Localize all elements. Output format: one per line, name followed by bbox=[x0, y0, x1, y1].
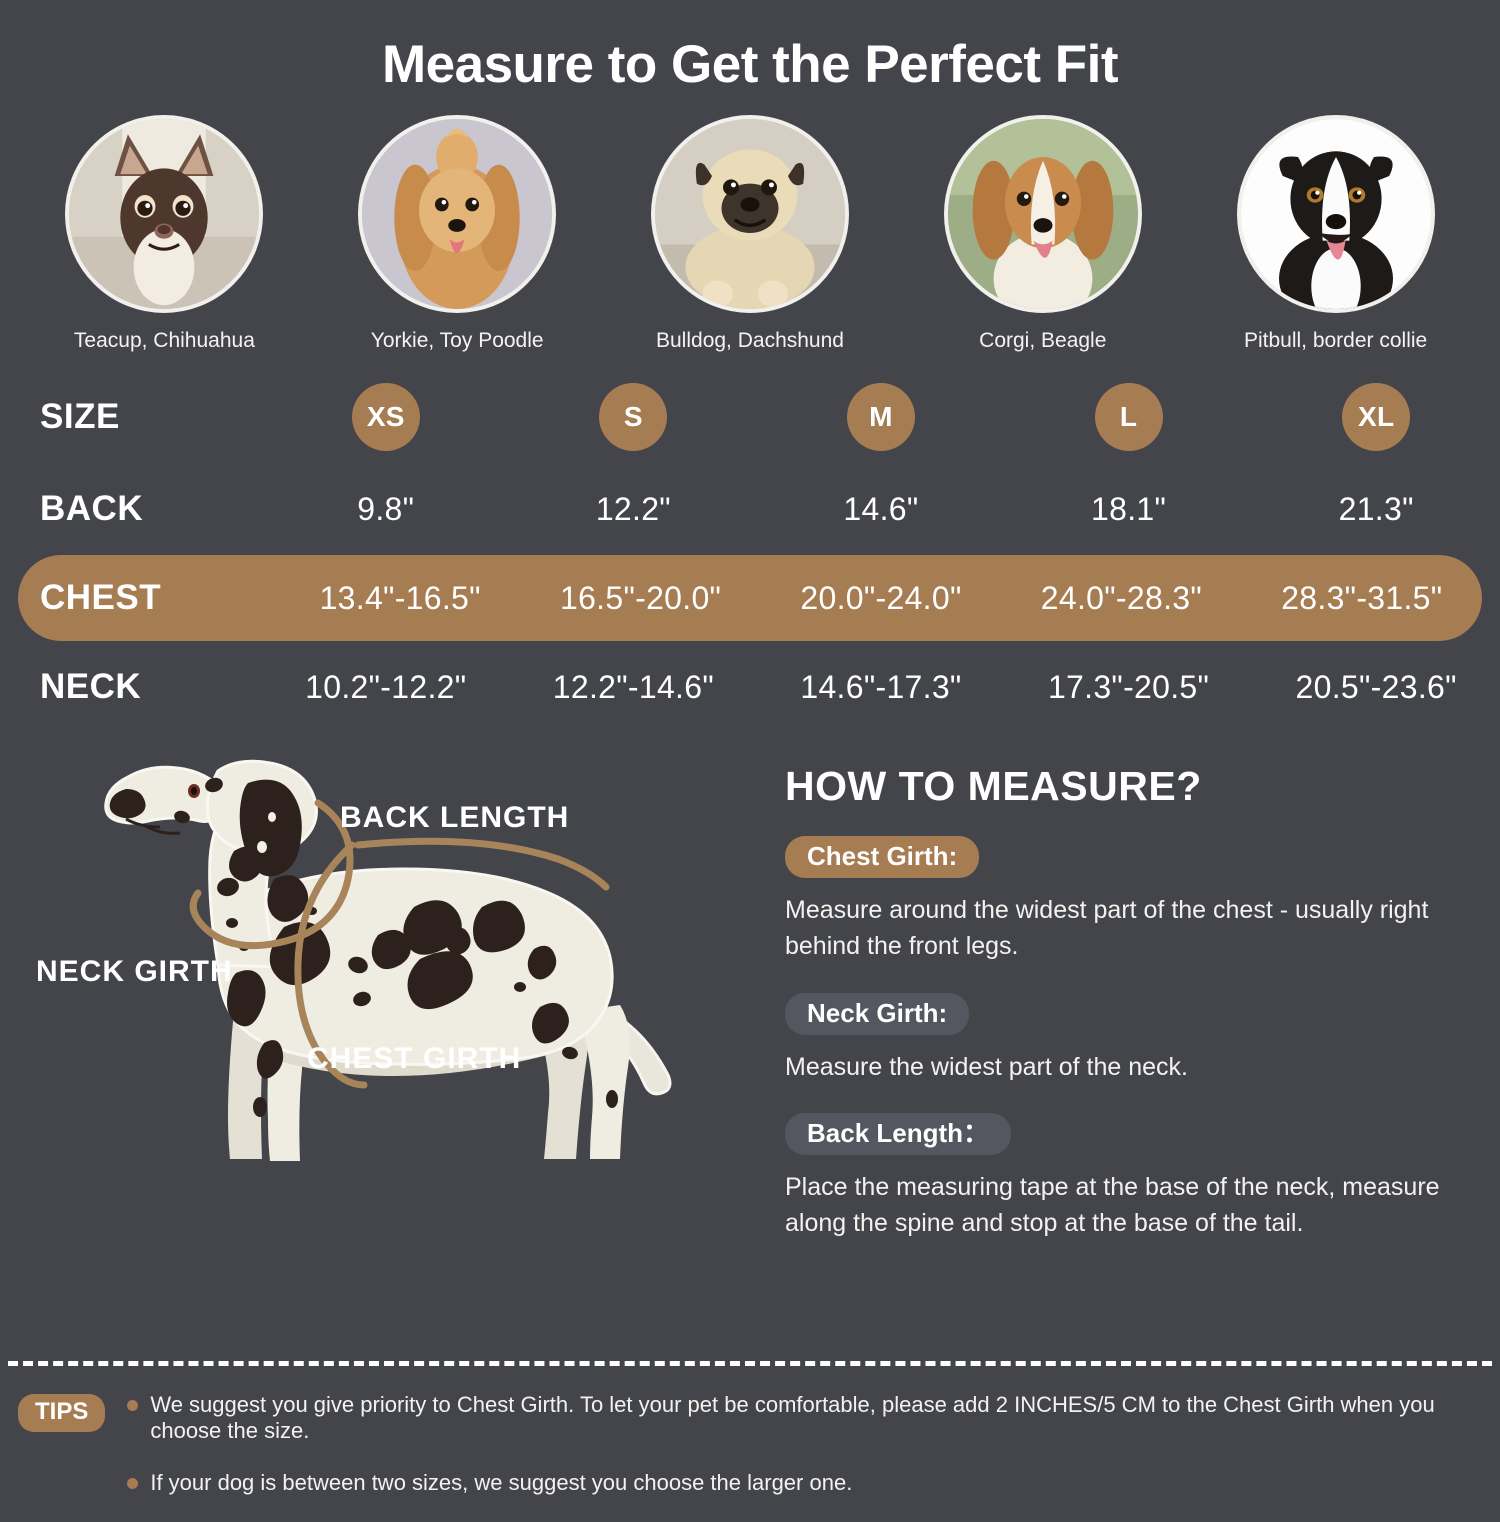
size-cell: XS bbox=[262, 383, 510, 451]
page-title: Measure to Get the Perfect Fit bbox=[381, 35, 1119, 94]
table-row-chest: CHEST 13.4"-16.5" 16.5"-20.0" 20.0"-24.0… bbox=[18, 555, 1482, 641]
bullet-dot-icon bbox=[127, 1478, 139, 1489]
bullet-dot-icon bbox=[127, 1400, 139, 1411]
neck-cell: 17.3"-20.5" bbox=[1047, 668, 1210, 705]
list-item: If your dog is between two sizes, we sug… bbox=[127, 1470, 1500, 1496]
back-cell: 14.6" bbox=[843, 490, 919, 527]
breed-label: Yorkie, Toy Poodle bbox=[370, 329, 544, 352]
breed-column-xl: Pitbull, border collie bbox=[1189, 115, 1482, 353]
size-badge-l: L bbox=[1094, 383, 1163, 451]
row-label-size: SIZE bbox=[40, 397, 120, 436]
breed-column-xs: Teacup, Chihuahua bbox=[18, 115, 311, 353]
neck-cell: 12.2"-14.6" bbox=[552, 668, 715, 705]
section-divider bbox=[8, 1361, 1492, 1366]
size-table: SIZE XS S M L XL BACK 9.8" 12.2" 14.6" 1… bbox=[0, 371, 1500, 733]
size-badge-m: M bbox=[846, 383, 915, 451]
tips-badge: TIPS bbox=[18, 1394, 106, 1432]
diagram-label-back-length: BACK LENGTH bbox=[340, 801, 570, 834]
lower-section: BACK LENGTH NECK GIRTH CHEST GIRTH HOW T… bbox=[0, 759, 1500, 1269]
tip-text: We suggest you give priority to Chest Gi… bbox=[150, 1392, 1435, 1443]
table-row-neck: NECK 10.2"-12.2" 12.2"-14.6" 14.6"-17.3"… bbox=[0, 641, 1500, 733]
tips-list: We suggest you give priority to Chest Gi… bbox=[127, 1392, 1500, 1522]
back-cell: 18.1" bbox=[1091, 490, 1167, 527]
size-cell: L bbox=[1005, 383, 1253, 451]
table-row-back: BACK 9.8" 12.2" 14.6" 18.1" 21.3" bbox=[0, 463, 1500, 555]
how-to-block-neck: Neck Girth: Measure the widest part of t… bbox=[785, 992, 1478, 1085]
breed-column-m: Bulldog, Dachshund bbox=[604, 115, 897, 353]
dalmatian-illustration bbox=[104, 759, 672, 1161]
back-cell: 9.8" bbox=[357, 490, 415, 527]
breed-label: Teacup, Chihuahua bbox=[73, 329, 255, 352]
neck-cell: 14.6"-17.3" bbox=[800, 668, 962, 705]
tips-section: TIPS We suggest you give priority to Che… bbox=[0, 1392, 1500, 1522]
size-cell: S bbox=[510, 383, 758, 451]
chest-cell: 20.0"-24.0" bbox=[800, 579, 962, 616]
chest-cell: 13.4"-16.5" bbox=[319, 579, 481, 616]
tip-text: If your dog is between two sizes, we sug… bbox=[150, 1470, 853, 1495]
size-badge-xs: XS bbox=[351, 383, 420, 451]
breed-photo-row: Teacup, Chihuahua Yorkie, Toy Poodle bbox=[0, 115, 1500, 353]
chip-neck-girth: Neck Girth: bbox=[785, 992, 970, 1035]
how-to-block-chest: Chest Girth: Measure around the widest p… bbox=[785, 836, 1478, 965]
size-cell: M bbox=[757, 383, 1005, 451]
chest-cell: 24.0"-28.3" bbox=[1040, 579, 1203, 616]
how-to-body-chest: Measure around the widest part of the ch… bbox=[785, 896, 1429, 961]
list-item: We suggest you give priority to Chest Gi… bbox=[127, 1392, 1500, 1444]
chest-cell: 16.5"-20.0" bbox=[559, 579, 722, 616]
neck-cell: 10.2"-12.2" bbox=[305, 668, 467, 705]
neck-cell: 20.5"-23.6" bbox=[1295, 668, 1457, 705]
chip-chest-girth: Chest Girth: bbox=[785, 836, 980, 878]
breed-label: Bulldog, Dachshund bbox=[656, 329, 844, 352]
how-to-body-back: Place the measuring tape at the base of … bbox=[785, 1172, 1440, 1237]
beagle-photo bbox=[943, 115, 1142, 313]
how-to-measure-title: HOW TO MEASURE? bbox=[785, 763, 1202, 809]
breed-label: Pitbull, border collie bbox=[1243, 329, 1428, 352]
diagram-label-neck-girth: NECK GIRTH bbox=[36, 955, 233, 988]
size-cell: XL bbox=[1252, 383, 1500, 451]
breed-column-l: Corgi, Beagle bbox=[896, 115, 1189, 353]
breed-column-s: Yorkie, Toy Poodle bbox=[311, 115, 604, 353]
row-label-back: BACK bbox=[40, 489, 144, 528]
back-cell: 12.2" bbox=[595, 490, 671, 527]
chest-cell: 28.3"-31.5" bbox=[1281, 579, 1443, 616]
pug-photo bbox=[650, 115, 849, 313]
row-label-neck: NECK bbox=[40, 667, 142, 706]
diagram-label-chest-girth: CHEST GIRTH bbox=[307, 1042, 522, 1075]
size-badge-xl: XL bbox=[1342, 383, 1411, 451]
how-to-measure-section: HOW TO MEASURE? Chest Girth: Measure aro… bbox=[767, 759, 1478, 1269]
row-label-chest: CHEST bbox=[40, 578, 162, 617]
how-to-block-back: Back Length： Place the measuring tape at… bbox=[785, 1112, 1478, 1242]
back-cell: 21.3" bbox=[1338, 490, 1414, 527]
how-to-body-neck: Measure the widest part of the neck. bbox=[785, 1052, 1188, 1081]
table-row-size: SIZE XS S M L XL bbox=[0, 371, 1500, 463]
dog-measurement-diagram: BACK LENGTH NECK GIRTH CHEST GIRTH bbox=[22, 759, 767, 1189]
yorkie-photo bbox=[358, 115, 557, 313]
breed-label: Corgi, Beagle bbox=[979, 329, 1107, 352]
chihuahua-photo bbox=[65, 115, 264, 313]
border-collie-photo bbox=[1236, 115, 1435, 313]
chip-back-length: Back Length： bbox=[785, 1112, 1012, 1155]
size-badge-s: S bbox=[599, 383, 668, 451]
